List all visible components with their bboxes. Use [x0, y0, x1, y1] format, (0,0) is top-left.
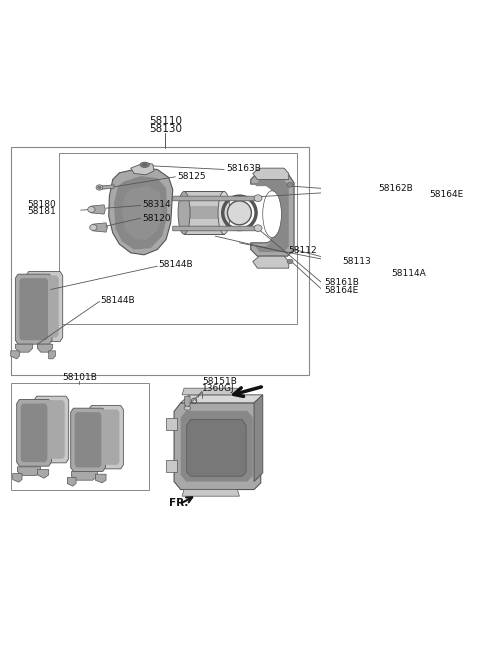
Ellipse shape [218, 191, 230, 234]
Text: 58164E: 58164E [324, 286, 359, 294]
Polygon shape [15, 274, 52, 344]
Polygon shape [17, 467, 41, 476]
Polygon shape [254, 395, 263, 482]
Polygon shape [166, 417, 178, 430]
Polygon shape [72, 472, 97, 480]
Polygon shape [108, 168, 173, 255]
Text: 58181: 58181 [27, 207, 56, 216]
Polygon shape [181, 395, 263, 403]
Polygon shape [122, 185, 162, 240]
Polygon shape [15, 344, 33, 352]
Ellipse shape [228, 201, 252, 225]
Polygon shape [26, 271, 63, 342]
Text: 58130: 58130 [149, 124, 182, 134]
Text: 58163B: 58163B [226, 164, 261, 173]
Ellipse shape [143, 164, 147, 166]
Text: 58162B: 58162B [379, 184, 413, 193]
Polygon shape [71, 408, 106, 472]
Text: 58161B: 58161B [324, 279, 359, 287]
Polygon shape [93, 223, 108, 232]
Polygon shape [182, 489, 240, 496]
Ellipse shape [254, 195, 262, 202]
Polygon shape [253, 256, 289, 268]
Ellipse shape [287, 259, 293, 264]
Text: 58112: 58112 [289, 246, 317, 256]
Polygon shape [251, 173, 294, 256]
Polygon shape [255, 179, 289, 252]
Ellipse shape [287, 183, 293, 187]
Polygon shape [182, 388, 240, 395]
Ellipse shape [96, 185, 103, 190]
Polygon shape [253, 168, 289, 179]
Polygon shape [173, 196, 257, 201]
Polygon shape [21, 403, 48, 462]
Polygon shape [173, 226, 257, 231]
Polygon shape [30, 275, 59, 338]
Text: 58114A: 58114A [391, 269, 426, 278]
Polygon shape [17, 399, 51, 466]
Polygon shape [184, 191, 224, 234]
Text: 58144B: 58144B [101, 296, 135, 305]
Polygon shape [114, 176, 168, 250]
Ellipse shape [263, 191, 281, 237]
Ellipse shape [88, 206, 95, 212]
Ellipse shape [98, 186, 101, 189]
Polygon shape [19, 278, 48, 340]
Polygon shape [38, 400, 65, 459]
Polygon shape [187, 420, 246, 476]
Polygon shape [181, 411, 253, 482]
Polygon shape [34, 396, 69, 463]
Polygon shape [11, 351, 19, 359]
Polygon shape [166, 459, 178, 472]
Polygon shape [174, 403, 261, 489]
Text: 58314: 58314 [143, 200, 171, 209]
Polygon shape [37, 344, 53, 352]
Polygon shape [184, 206, 224, 219]
Text: 1360GJ: 1360GJ [202, 384, 235, 394]
Text: 58120: 58120 [143, 214, 171, 223]
Polygon shape [93, 409, 120, 465]
Polygon shape [60, 153, 298, 324]
Polygon shape [37, 470, 48, 478]
Polygon shape [131, 163, 154, 175]
Polygon shape [11, 383, 149, 489]
Polygon shape [99, 185, 114, 189]
Ellipse shape [140, 162, 149, 168]
Text: 58125: 58125 [178, 171, 206, 181]
Text: 58101B: 58101B [62, 373, 97, 382]
Text: 58144B: 58144B [159, 260, 193, 269]
Ellipse shape [90, 225, 97, 231]
Polygon shape [48, 351, 55, 359]
Text: 58113: 58113 [342, 257, 371, 266]
Text: 58110: 58110 [149, 116, 182, 126]
Text: 58180: 58180 [27, 200, 56, 210]
Polygon shape [96, 474, 106, 483]
Polygon shape [11, 147, 309, 375]
Polygon shape [91, 205, 106, 214]
Ellipse shape [254, 225, 262, 231]
Ellipse shape [178, 191, 190, 234]
Text: FR.: FR. [169, 498, 188, 508]
Ellipse shape [184, 406, 191, 410]
Polygon shape [185, 396, 190, 407]
Polygon shape [89, 405, 123, 469]
Text: 58151B: 58151B [202, 377, 237, 386]
Polygon shape [75, 412, 101, 468]
Text: 58164E: 58164E [430, 190, 464, 198]
Polygon shape [12, 474, 22, 482]
Polygon shape [67, 478, 76, 486]
